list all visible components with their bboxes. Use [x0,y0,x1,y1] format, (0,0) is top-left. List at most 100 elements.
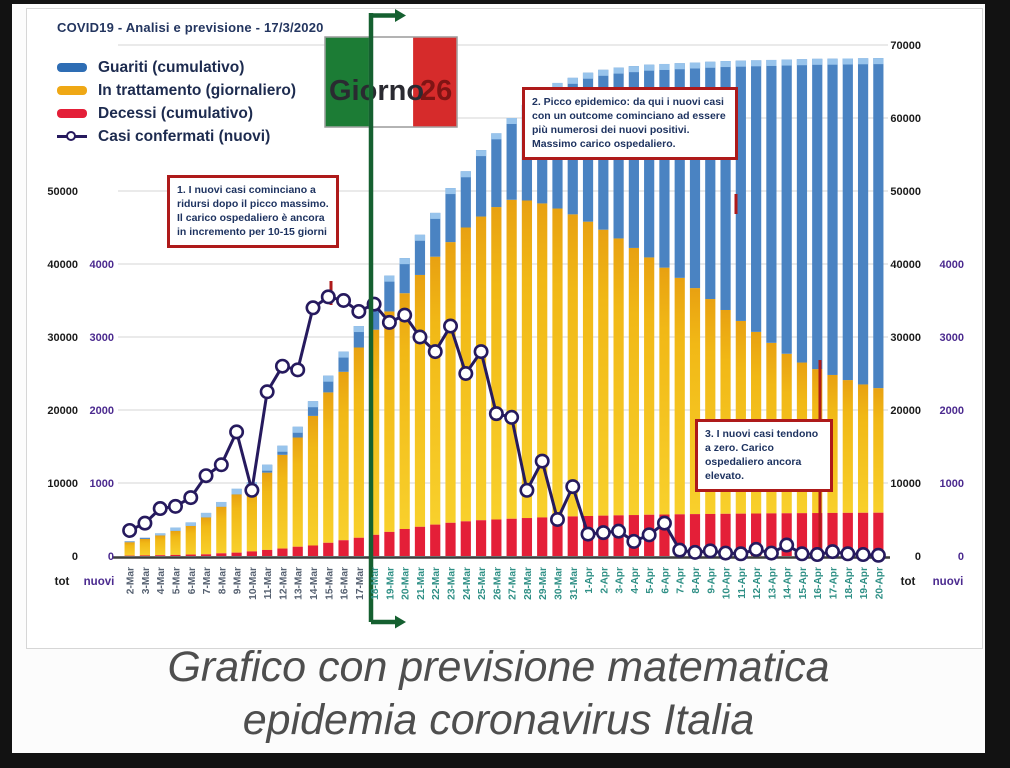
axis-tick-labels: 0100002000030000400005000001000200030004… [47,40,964,588]
svg-text:60000: 60000 [890,113,921,125]
svg-text:16-Mar: 16-Mar [340,567,351,600]
svg-text:10000: 10000 [47,478,78,490]
svg-text:10-Mar: 10-Mar [248,567,259,600]
svg-text:28-Mar: 28-Mar [523,567,534,600]
svg-text:1-Apr: 1-Apr [584,567,595,594]
svg-text:20000: 20000 [47,405,78,417]
svg-text:40000: 40000 [890,259,921,271]
svg-text:3-Apr: 3-Apr [615,567,626,594]
svg-text:0: 0 [108,551,114,563]
svg-text:4-Apr: 4-Apr [630,567,641,594]
svg-text:3-Mar: 3-Mar [141,567,152,594]
svg-text:31-Mar: 31-Mar [569,567,580,600]
svg-text:1000: 1000 [940,478,964,490]
svg-text:27-Mar: 27-Mar [508,567,519,600]
svg-text:7-Apr: 7-Apr [676,567,687,594]
svg-text:2000: 2000 [940,405,964,417]
x-axis-date-labels: 2-Mar 3-Mar 4-Mar 5-Mar 6-Mar 7-Mar 8-Mar 9-Mar… [126,567,886,600]
svg-text:30-Mar: 30-Mar [553,567,564,600]
svg-text:40000: 40000 [47,259,78,271]
svg-text:1000: 1000 [90,478,114,490]
svg-text:4-Mar: 4-Mar [156,567,167,594]
day-26-marker-line [368,9,406,629]
svg-text:0: 0 [915,551,921,563]
svg-text:17-Apr: 17-Apr [829,567,840,599]
svg-text:22-Mar: 22-Mar [431,567,442,600]
legend-item-in-trattamento: In trattamento (giornaliero) [57,79,296,102]
line-casi-confermati [122,289,886,563]
svg-text:5-Mar: 5-Mar [171,567,182,594]
svg-text:20-Mar: 20-Mar [401,567,412,600]
flag-day-number: 26 [420,75,452,107]
svg-text:3000: 3000 [90,332,114,344]
svg-text:17-Mar: 17-Mar [355,567,366,600]
svg-text:14-Apr: 14-Apr [783,567,794,599]
svg-text:nuovi: nuovi [933,576,964,588]
legend-item-decessi: Decessi (cumulativo) [57,102,296,125]
svg-text:19-Apr: 19-Apr [859,567,870,599]
svg-text:10-Apr: 10-Apr [722,567,733,599]
svg-text:13-Apr: 13-Apr [767,567,778,599]
svg-text:15-Apr: 15-Apr [798,567,809,599]
svg-text:50000: 50000 [47,186,78,198]
legend-item-casi-confermati: Casi confermati (nuovi) [57,125,296,148]
svg-text:10000: 10000 [890,478,921,490]
svg-text:6-Mar: 6-Mar [187,567,198,594]
svg-text:tot: tot [901,576,916,588]
svg-text:7-Mar: 7-Mar [202,567,213,594]
annotation-box-2: 2. Picco epidemico: da qui i nuovi casi … [522,87,738,161]
svg-text:2000: 2000 [90,405,114,417]
svg-text:0: 0 [958,551,964,563]
svg-text:11-Mar: 11-Mar [263,567,274,599]
legend-label-decessi: Decessi (cumulativo) [98,104,254,122]
chart-card-border [26,8,983,649]
chart-header-title: COVID19 - Analisi e previsione - 17/3/20… [57,20,324,35]
svg-text:21-Mar: 21-Mar [416,567,427,600]
annotation-box-1: 1. I nuovi casi cominciano a ridursi dop… [167,175,339,249]
svg-text:2-Mar: 2-Mar [126,567,137,594]
svg-text:3000: 3000 [940,332,964,344]
svg-text:30000: 30000 [890,332,921,344]
legend-item-guariti: Guariti (cumulativo) [57,56,296,79]
svg-text:18-Apr: 18-Apr [844,567,855,599]
legend-swatch-guariti-icon [57,63,87,72]
svg-text:20-Apr: 20-Apr [874,567,885,599]
svg-text:nuovi: nuovi [84,576,115,588]
legend-label-casi-confermati: Casi confermati (nuovi) [98,127,271,145]
legend-swatch-decessi-icon [57,109,87,118]
svg-text:29-Mar: 29-Mar [538,567,549,600]
legend-label-guariti: Guariti (cumulativo) [98,58,245,76]
caption: Grafico con previsione matematica epidem… [12,641,985,747]
svg-text:16-Apr: 16-Apr [813,567,824,599]
svg-text:11-Apr: 11-Apr [737,567,748,599]
svg-text:19-Mar: 19-Mar [385,567,396,600]
svg-text:8-Mar: 8-Mar [217,567,228,594]
svg-text:9-Apr: 9-Apr [706,567,717,594]
svg-text:23-Mar: 23-Mar [447,567,458,600]
legend-line-marker-icon [57,131,87,141]
legend-swatch-in-trattamento-icon [57,86,87,95]
caption-line-1: Grafico con previsione matematica [167,643,830,691]
svg-text:50000: 50000 [890,186,921,198]
caption-line-2: epidemia coronavirus Italia [242,696,755,744]
flag-giorno-text: Giorno [329,75,424,107]
svg-text:15-Mar: 15-Mar [324,567,335,600]
svg-text:20000: 20000 [890,405,921,417]
legend-label-in-trattamento: In trattamento (giornaliero) [98,81,297,99]
svg-text:13-Mar: 13-Mar [294,567,305,600]
svg-text:9-Mar: 9-Mar [233,567,244,594]
annotation-box-3: 3. I nuovi casi tendono a zero. Carico o… [695,419,833,493]
svg-text:0: 0 [72,551,78,563]
legend: Guariti (cumulativo) In trattamento (gio… [57,56,296,148]
svg-text:12-Apr: 12-Apr [752,567,763,599]
svg-text:6-Apr: 6-Apr [660,567,671,594]
svg-text:4000: 4000 [90,259,114,271]
svg-text:12-Mar: 12-Mar [278,567,289,600]
svg-text:26-Mar: 26-Mar [492,567,503,600]
svg-text:14-Mar: 14-Mar [309,567,320,600]
svg-text:8-Apr: 8-Apr [691,567,702,594]
svg-text:2-Apr: 2-Apr [599,567,610,594]
